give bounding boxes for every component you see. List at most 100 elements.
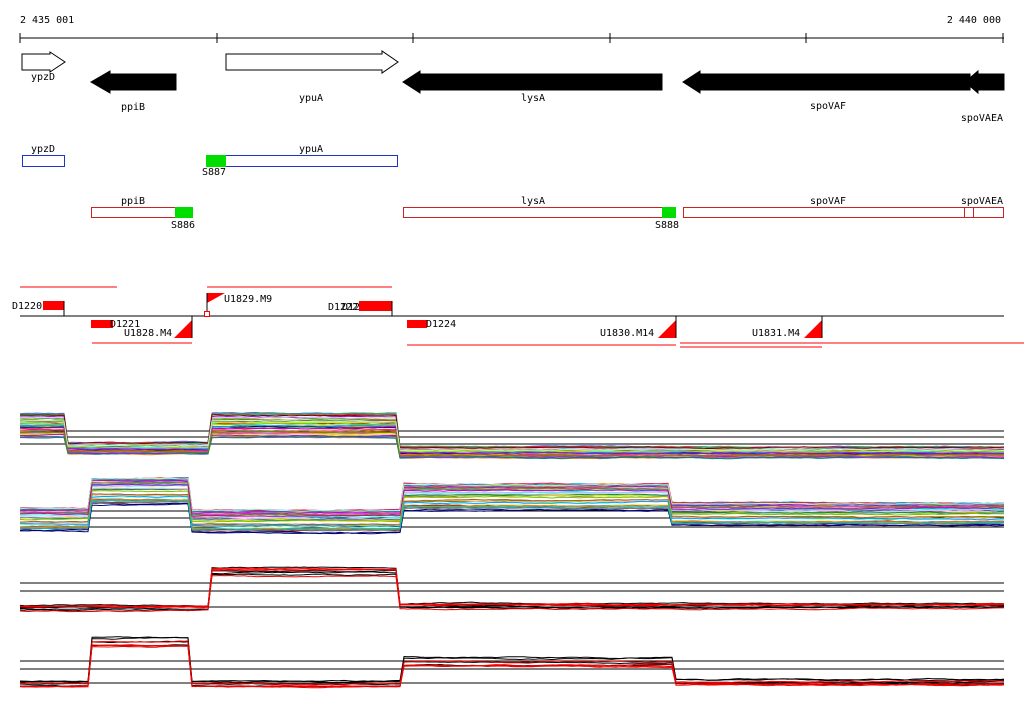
spoVAEA-arrow-label: spoVAEA — [961, 113, 1003, 124]
profile-series-line — [19, 490, 1005, 523]
profile-series-line — [19, 477, 1004, 512]
profile-series-line — [19, 501, 1005, 532]
upshift-label: U1830.M14 — [600, 328, 654, 339]
plus-gene-label: ypzD — [31, 144, 55, 155]
gene-arrow-ypuA[interactable]: ypuA — [225, 50, 399, 104]
ppiB-arrow-label: ppiB — [121, 102, 145, 113]
minus-gene-box — [964, 207, 1004, 218]
plus-gene-ypzD[interactable]: ypzD — [22, 144, 65, 167]
plus-gene-box — [22, 155, 65, 167]
plus-strand-track: ypzD ypuA S887 — [22, 144, 398, 178]
upshift-flag — [658, 320, 676, 338]
profile-series-line — [19, 426, 1005, 455]
downshift-box — [91, 320, 113, 328]
profile-series-line — [20, 483, 1005, 517]
plus-signal-box — [206, 155, 226, 167]
minus-gene-spoVAEA[interactable]: spoVAEA — [961, 196, 1004, 218]
minus-signal-box — [662, 207, 676, 218]
profile-series-line — [19, 416, 1005, 450]
downshift-D1222[interactable]: D1222 — [328, 302, 358, 313]
plus-gene-label: ypuA — [299, 144, 323, 155]
profile-summary-line — [19, 569, 1005, 609]
profile-series-line — [19, 482, 1004, 516]
gene-arrow-track: ypzD ppiB ypuA lysA spoVAF spoVAEA — [21, 50, 1005, 124]
expression-profile-plus-summary — [19, 566, 1005, 613]
gene-arrow-ypzD[interactable]: ypzD — [21, 51, 66, 83]
minus-signal-box — [175, 207, 193, 218]
downshift-D1220[interactable]: D1220 — [12, 301, 65, 316]
profile-series-line — [19, 477, 1005, 512]
upshift-flag — [207, 293, 225, 303]
minus-gene-box — [683, 207, 965, 218]
upshift-label: U1828.M4 — [124, 328, 172, 339]
spoVAF-arrow-label: spoVAF — [810, 101, 846, 112]
minus-strand-track: ppiB S886 lysA S888 spoVAF spoVAEA — [91, 196, 1004, 231]
gene-arrow-spoVAF[interactable]: spoVAF — [682, 70, 971, 112]
expression-profile-minus-summary — [19, 636, 1005, 689]
profile-series-line — [19, 495, 1005, 527]
profile-series-line — [20, 414, 1005, 450]
plus-signal-S887[interactable]: S887 — [202, 155, 226, 178]
plus-gene-ypuA[interactable]: ypuA — [225, 144, 398, 167]
upshift-label: U1831.M4 — [752, 328, 800, 339]
plus-signal-label: S887 — [202, 167, 226, 178]
ruler-end-label: 2 440 000 — [947, 15, 1001, 26]
profile-series-line — [19, 498, 1005, 530]
profile-series-line — [19, 499, 1005, 531]
downshift-label: D1223 — [342, 302, 372, 313]
upshift-flag — [174, 320, 192, 338]
expression-profile-minus-multi — [19, 476, 1005, 535]
profile-series-line — [19, 419, 1005, 452]
minus-signal-S888[interactable]: S888 — [655, 207, 679, 231]
ypzD-arrow-label: ypzD — [31, 72, 55, 83]
upshift-label: U1829.M9 — [224, 294, 272, 305]
profile-series-line — [19, 496, 1005, 529]
plus-gene-box — [225, 155, 398, 167]
minus-gene-lysA[interactable]: lysA — [403, 196, 676, 218]
downshift-D1223[interactable]: D1223 — [342, 301, 393, 316]
upshift-U1829-M9[interactable]: U1829.M9 — [204, 293, 273, 317]
ppiB-arrow-shape — [90, 70, 177, 94]
minus-gene-box — [403, 207, 676, 218]
gene-arrow-ppiB[interactable]: ppiB — [90, 70, 177, 113]
minus-signal-label: S886 — [171, 220, 195, 231]
profile-summary-line — [19, 640, 1005, 685]
downshift-box — [407, 320, 427, 328]
downshift-D1221[interactable]: D1221 — [91, 319, 140, 330]
ruler-start-label: 2 435 001 — [20, 15, 74, 26]
downshift-label: D1220 — [12, 301, 42, 312]
profile-summary-line — [19, 568, 1005, 608]
profile-series-line — [19, 430, 1005, 457]
profile-series-line — [19, 436, 1005, 460]
ypuA-arrow-shape — [225, 50, 399, 74]
downshift-label: D1222 — [328, 302, 358, 313]
minus-gene-spoVAF[interactable]: spoVAF — [683, 196, 965, 218]
lysA-arrow-shape — [402, 70, 663, 94]
profile-summary-line — [19, 566, 1005, 607]
minus-signal-S886[interactable]: S886 — [171, 207, 195, 231]
upshift-U1828-M4[interactable]: U1828.M4 — [124, 316, 193, 339]
expression-profile-plus-multi — [19, 411, 1005, 460]
minus-gene-label: spoVAF — [810, 196, 846, 207]
feature-track: D1220 D1221 D1222 D1223 D1224 U1828.M4 — [12, 286, 1024, 348]
gene-arrow-lysA[interactable]: lysA — [402, 70, 663, 104]
upshift-flag — [804, 320, 822, 338]
coordinate-ruler: 2 435 001 2 440 000 — [19, 15, 1004, 43]
minus-gene-label: lysA — [521, 196, 545, 207]
upshift-U1830-M14[interactable]: U1830.M14 — [600, 316, 677, 339]
spoVAEA-arrow-shape — [964, 69, 1005, 95]
downshift-D1224[interactable]: D1224 — [407, 319, 456, 330]
upshift-marker — [204, 311, 210, 317]
lysA-arrow-label: lysA — [521, 93, 545, 104]
downshift-label: D1224 — [426, 319, 456, 330]
profile-summary-line — [19, 636, 1004, 684]
profile-series-line — [19, 487, 1004, 521]
downshift-box — [359, 301, 392, 311]
minus-signal-label: S888 — [655, 220, 679, 231]
upshift-U1831-M4[interactable]: U1831.M4 — [752, 316, 823, 339]
gene-arrow-spoVAEA[interactable]: spoVAEA — [961, 69, 1005, 124]
downshift-label: D1221 — [110, 319, 140, 330]
profile-series-line — [19, 493, 1005, 526]
